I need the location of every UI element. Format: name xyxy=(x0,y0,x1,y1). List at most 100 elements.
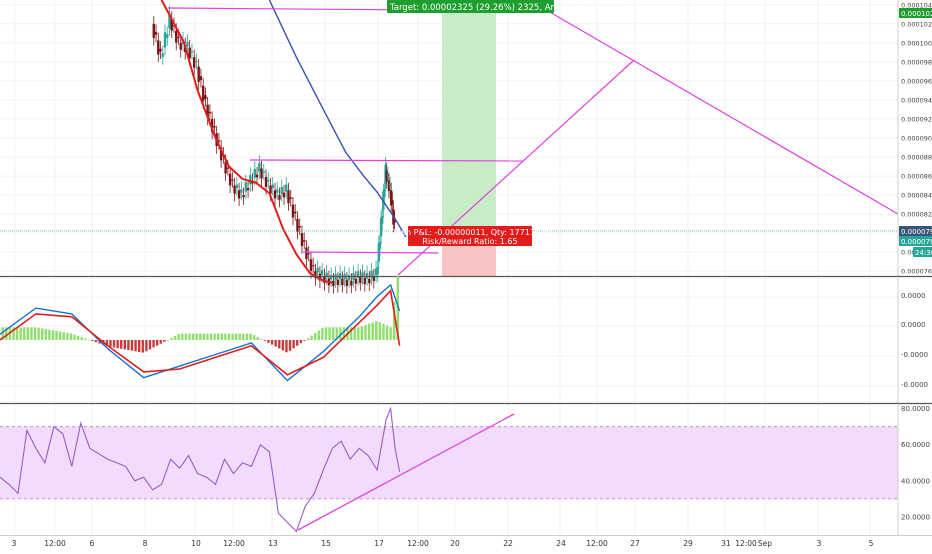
time-label: 27 xyxy=(630,539,640,548)
candle-body xyxy=(325,272,328,278)
macd-line xyxy=(0,283,401,382)
macd-tick-2: 0.0000 xyxy=(901,321,926,329)
macd-histogram-bar xyxy=(213,333,216,340)
candle-body xyxy=(374,268,378,276)
macd-histogram-bar xyxy=(152,340,155,348)
macd-histogram-bar xyxy=(202,333,206,340)
candle-body xyxy=(170,19,173,31)
macd-histogram-bar xyxy=(324,327,328,340)
macd-histogram-bar xyxy=(188,333,191,340)
candle-body xyxy=(302,240,306,242)
candle-body xyxy=(242,195,245,198)
candle-body xyxy=(224,161,227,174)
candle-body xyxy=(276,189,279,193)
candle-body xyxy=(273,190,277,199)
time-label: 12:00 xyxy=(223,539,245,548)
candle-body xyxy=(195,60,198,62)
candle-body xyxy=(316,267,319,273)
macd-histogram-bar xyxy=(116,340,119,349)
macd-histogram-bar xyxy=(15,327,19,340)
macd-histogram-bar xyxy=(127,340,130,351)
candle-body xyxy=(179,42,182,50)
time-label: 10 xyxy=(191,539,201,548)
rsi-axis[interactable]: 80.0000 60.0000 40.0000 20.0000 xyxy=(897,405,930,535)
macd-histogram-bar xyxy=(199,333,202,340)
macd-histogram-bar xyxy=(267,340,270,343)
last-price-badge: 0.00007936 xyxy=(899,236,932,246)
macd-histogram-bar xyxy=(23,327,26,340)
support-line[interactable] xyxy=(302,251,439,254)
price-tick-label: 0.00008400 xyxy=(901,192,932,200)
macd-tick-4: -0.0000 xyxy=(901,381,928,389)
time-label: 13 xyxy=(268,539,278,548)
macd-histogram-bar xyxy=(51,330,55,340)
rsi-trend-line[interactable] xyxy=(297,413,515,531)
descending-line[interactable] xyxy=(547,10,899,215)
macd-histogram-bar xyxy=(130,340,134,351)
candle-body xyxy=(300,233,304,247)
candle-body xyxy=(233,185,236,194)
macd-histogram-bar xyxy=(195,333,198,340)
candle-body xyxy=(255,174,259,178)
macd-histogram-bar xyxy=(310,335,313,340)
candle-body xyxy=(294,211,297,214)
rsi-pane[interactable]: 80.0000 60.0000 40.0000 20.0000 xyxy=(0,405,930,535)
price-tick-label: 0.00007600 xyxy=(901,268,932,276)
countdown-badge: 24:30 xyxy=(913,247,932,257)
macd-histogram-bar xyxy=(288,340,292,351)
candle-body xyxy=(388,184,392,186)
time-label: 12:00 xyxy=(735,539,757,548)
price-tick-label: 0.00008600 xyxy=(901,173,932,181)
candle-body xyxy=(231,179,234,181)
macd-histogram-bar xyxy=(306,338,310,340)
candle-body xyxy=(175,30,178,43)
candle-body xyxy=(341,278,344,286)
candle-body xyxy=(246,187,250,191)
candle-body xyxy=(154,32,158,35)
candle-body xyxy=(336,279,340,286)
candle-body xyxy=(383,189,386,198)
time-label: 3 xyxy=(12,539,17,548)
macd-histogram-bar xyxy=(328,327,331,340)
macd-histogram-bar xyxy=(281,340,285,351)
price-tick-label: 0.00008800 xyxy=(901,154,932,162)
macd-histogram-bar xyxy=(206,333,209,340)
candle-body xyxy=(197,66,200,82)
candle-body xyxy=(267,179,270,182)
candle-body xyxy=(361,272,364,278)
rsi-line xyxy=(0,406,401,533)
candle-body xyxy=(190,51,194,53)
candle-body xyxy=(260,168,263,179)
macd-histogram-bar xyxy=(112,340,116,348)
macd-histogram-bar xyxy=(209,333,213,340)
candle-body xyxy=(264,177,268,188)
position-badge[interactable]: Open P&L: -0.00000011, Qty: 17717930 Ris… xyxy=(390,226,551,246)
time-label: Sep xyxy=(758,539,772,548)
macd-histogram-bar xyxy=(349,327,353,340)
macd-histogram-bar xyxy=(137,340,141,352)
candle-body xyxy=(314,271,317,279)
macd-histogram-bar xyxy=(238,333,241,340)
price-tick-label: 0.00010200 xyxy=(901,20,932,28)
macd-histogram-bar xyxy=(278,340,281,349)
time-axis[interactable]: 3 12:00 6 8 10 12:00 13 15 17 12:00 20 22 24 12:00 27 2… xyxy=(0,535,932,549)
macd-axis[interactable]: 0.0000 0.0000 -0.0000 -0.0000 xyxy=(897,278,928,403)
candle-body xyxy=(379,217,383,237)
candle-body xyxy=(378,241,382,249)
resistance-line[interactable] xyxy=(249,159,524,162)
target-badge[interactable]: Target: 0.00002325 (29.26%) 2325, Amount… xyxy=(387,0,619,13)
last-price-badge-label: 0.00007936 xyxy=(901,238,932,246)
macd-histogram-bar xyxy=(396,276,400,340)
macd-histogram-bar xyxy=(44,328,47,340)
time-label: 12:00 xyxy=(586,539,608,548)
fast-moving-average-line xyxy=(160,0,333,284)
price-axis[interactable]: 0.00010400 0.00010200 0.00010000 0.00009800… xyxy=(897,0,932,276)
macd-pane[interactable]: 0.0000 0.0000 -0.0000 -0.0000 xyxy=(0,276,928,403)
macd-histogram-bar xyxy=(331,327,335,340)
candle-body xyxy=(226,167,230,169)
time-label: 3 xyxy=(817,539,822,548)
candle-body xyxy=(385,170,388,182)
macd-histogram-bar xyxy=(335,327,338,340)
